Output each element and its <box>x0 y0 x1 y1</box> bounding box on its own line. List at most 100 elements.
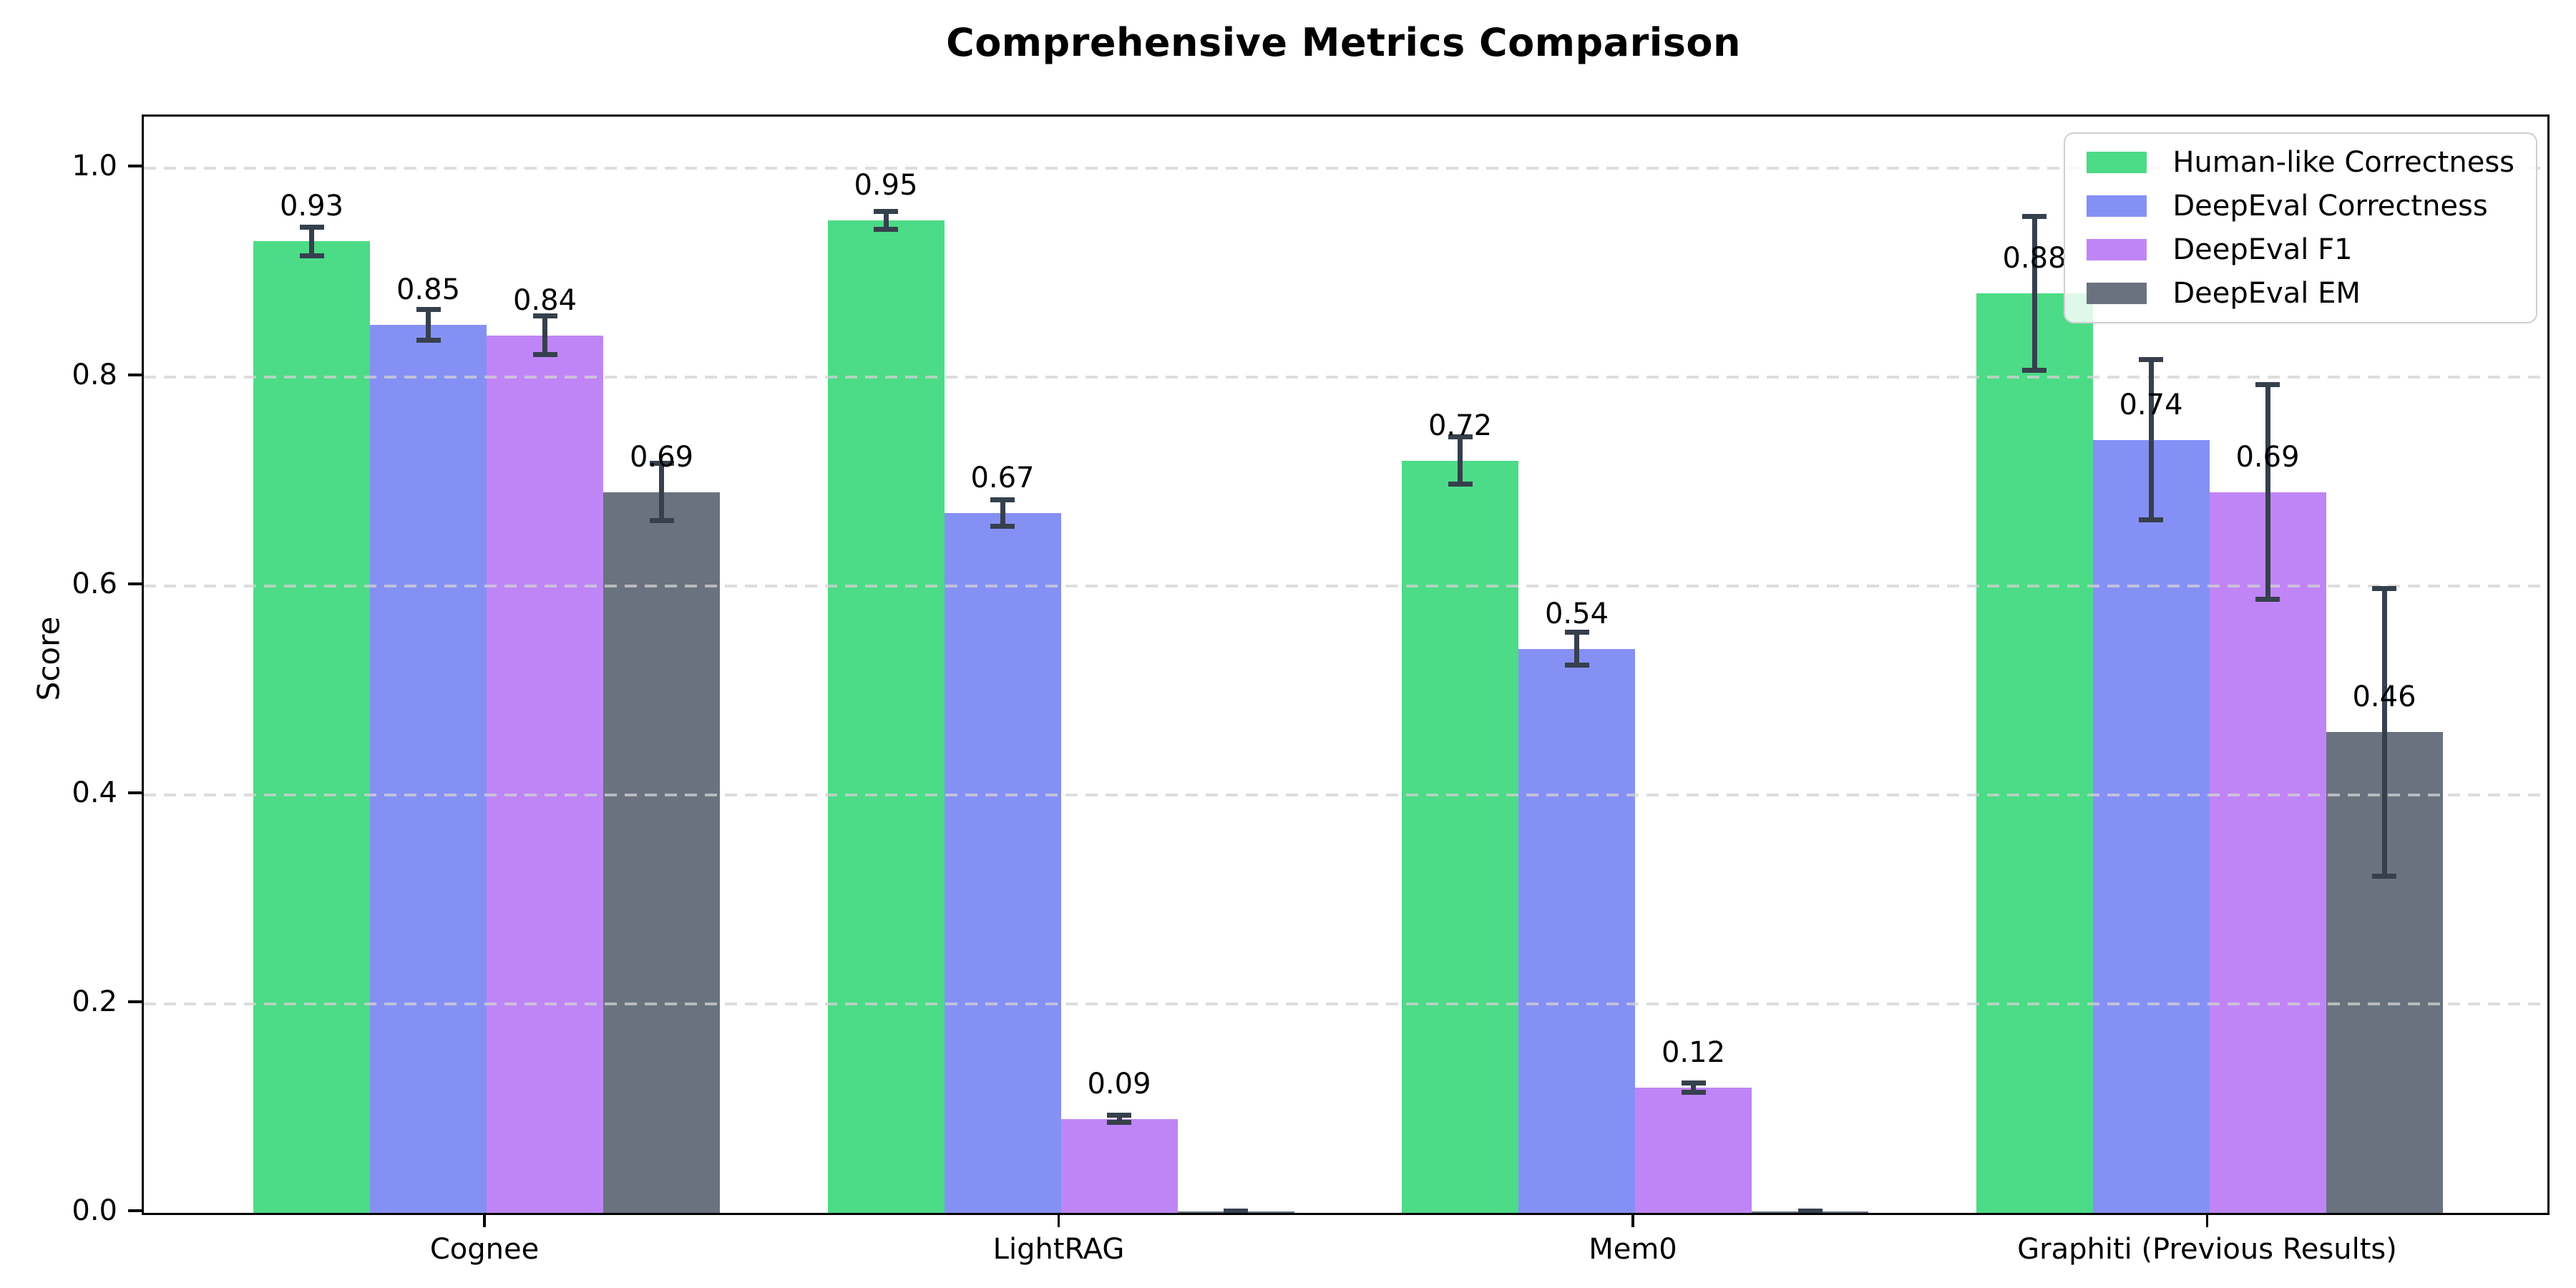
x-axis: Cognee LightRAG Mem0 Graphiti (Previous Res… <box>142 1213 2545 1284</box>
bar <box>827 220 945 1213</box>
error-bar-cap-bottom <box>299 253 324 258</box>
x-tick-mark <box>1057 1213 1060 1227</box>
bar <box>603 492 720 1213</box>
error-bar-line <box>1691 1080 1696 1096</box>
error-bar-cap-top <box>1224 1209 1248 1213</box>
legend-label: DeepEval Correctness <box>2172 190 2488 223</box>
error-bar-cap-top <box>874 208 898 214</box>
error-bar-cap-bottom <box>416 337 441 343</box>
bar <box>370 325 487 1213</box>
error-bar-cap-top <box>2139 357 2163 363</box>
error-bar <box>649 460 674 524</box>
error-bar-cap-top <box>2255 382 2280 388</box>
error-bar-cap-top <box>1681 1080 1706 1085</box>
error-bar-line <box>1116 1112 1122 1126</box>
y-tick-label: 0.0 <box>72 1194 117 1227</box>
error-bar <box>1564 630 1589 668</box>
chart-title: Comprehensive Metrics Comparison <box>946 20 1741 65</box>
error-bar-cap-bottom <box>1224 1211 1248 1213</box>
error-bar-cap-bottom <box>1681 1090 1706 1096</box>
error-bar <box>2139 357 2163 522</box>
error-bar-cap-bottom <box>2139 517 2163 522</box>
y-tick-mark <box>128 374 142 376</box>
bar-value-label: 0.69 <box>2235 440 2300 474</box>
error-bar <box>2372 586 2396 879</box>
error-bar-cap-bottom <box>1448 482 1473 487</box>
error-bar-cap-bottom <box>2255 596 2280 602</box>
x-tick-label: Cognee <box>429 1233 540 1266</box>
error-bar-cap-bottom <box>2372 873 2396 879</box>
bar <box>1518 648 1635 1213</box>
bar-value-label: 0.54 <box>1544 597 1609 630</box>
legend-swatch <box>2087 152 2147 173</box>
error-bar <box>2255 382 2280 602</box>
bar <box>944 512 1061 1213</box>
legend-label: DeepEval F1 <box>2172 233 2353 266</box>
y-tick-label: 0.4 <box>72 776 117 809</box>
legend-swatch <box>2087 239 2147 260</box>
bar <box>2209 492 2326 1213</box>
error-bar-line <box>1458 434 1463 487</box>
error-bar-cap-top <box>532 313 557 318</box>
error-bar-cap-top <box>649 460 674 466</box>
error-bar-cap-top <box>1448 434 1473 440</box>
error-bar <box>990 497 1015 529</box>
legend: Human-like Correctness DeepEval Correctne… <box>2064 132 2537 323</box>
x-tick-mark <box>1631 1213 1634 1227</box>
x-tick-label: Graphiti (Previous Results) <box>2017 1233 2397 1266</box>
y-tick-mark <box>128 582 142 585</box>
legend-item: DeepEval EM <box>2087 279 2514 308</box>
error-bar-cap-top <box>990 497 1015 502</box>
error-bar-line <box>883 208 889 233</box>
error-bar-line <box>2031 214 2037 374</box>
legend-swatch <box>2087 283 2147 304</box>
error-bar-cap-top <box>416 307 441 313</box>
bar <box>253 241 370 1213</box>
error-bar <box>2022 214 2046 374</box>
error-bar-cap-bottom <box>2022 368 2046 374</box>
legend-item: DeepEval Correctness <box>2087 192 2514 220</box>
error-bar-cap-bottom <box>874 227 898 233</box>
error-bar <box>299 224 324 258</box>
x-tick-label: LightRAG <box>992 1233 1125 1266</box>
bar-value-label: 0.85 <box>396 273 461 306</box>
legend-label: DeepEval EM <box>2172 277 2361 310</box>
bar-value-label: 0.67 <box>970 461 1035 494</box>
bar-value-label: 0.88 <box>2002 242 2067 275</box>
error-bar-cap-bottom <box>532 352 557 358</box>
bar-value-label: 0.84 <box>512 283 577 317</box>
error-bar-cap-top <box>2372 586 2396 591</box>
plot-area: 0.93 0.95 0.72 0.88 0.85 0.67 0.54 0.74 0.84 0.09… <box>142 114 2550 1215</box>
error-bar-cap-top <box>1564 630 1589 635</box>
y-tick-label: 0.6 <box>72 567 117 600</box>
error-bar <box>1224 1209 1248 1213</box>
bar-value-label: 0.12 <box>1661 1035 1726 1069</box>
error-bar-cap-bottom <box>1797 1211 1823 1213</box>
bar-value-label: 0.74 <box>2119 388 2183 421</box>
legend-item: DeepEval F1 <box>2087 235 2514 264</box>
y-tick-label: 1.0 <box>72 150 117 182</box>
error-bar-cap-top <box>2022 214 2046 220</box>
error-bar-cap-bottom <box>1564 662 1589 668</box>
bar <box>1402 460 1518 1213</box>
bar-value-label: 0.72 <box>1428 409 1493 442</box>
bar-value-label: 0.93 <box>279 190 344 223</box>
error-bar-cap-top <box>1797 1209 1823 1213</box>
x-tick-mark <box>2205 1213 2209 1227</box>
error-bar-line <box>2148 357 2154 522</box>
y-tick-mark <box>128 1209 142 1212</box>
error-bar-line <box>426 307 431 343</box>
error-bar-line <box>309 224 314 258</box>
bar <box>1060 1118 1178 1213</box>
bar-value-label: 0.95 <box>854 169 918 202</box>
error-bar <box>874 208 898 233</box>
error-bar-cap-top <box>299 224 324 230</box>
error-bar-cap-top <box>1107 1112 1131 1118</box>
y-tick-mark <box>128 1000 142 1003</box>
legend-swatch <box>2087 195 2147 217</box>
error-bar <box>1797 1209 1823 1213</box>
error-bar-line <box>1000 497 1005 529</box>
bar-value-label: 0.46 <box>2352 680 2416 714</box>
error-bar-cap-bottom <box>1107 1120 1131 1126</box>
bar-value-label: 0.69 <box>629 440 694 474</box>
